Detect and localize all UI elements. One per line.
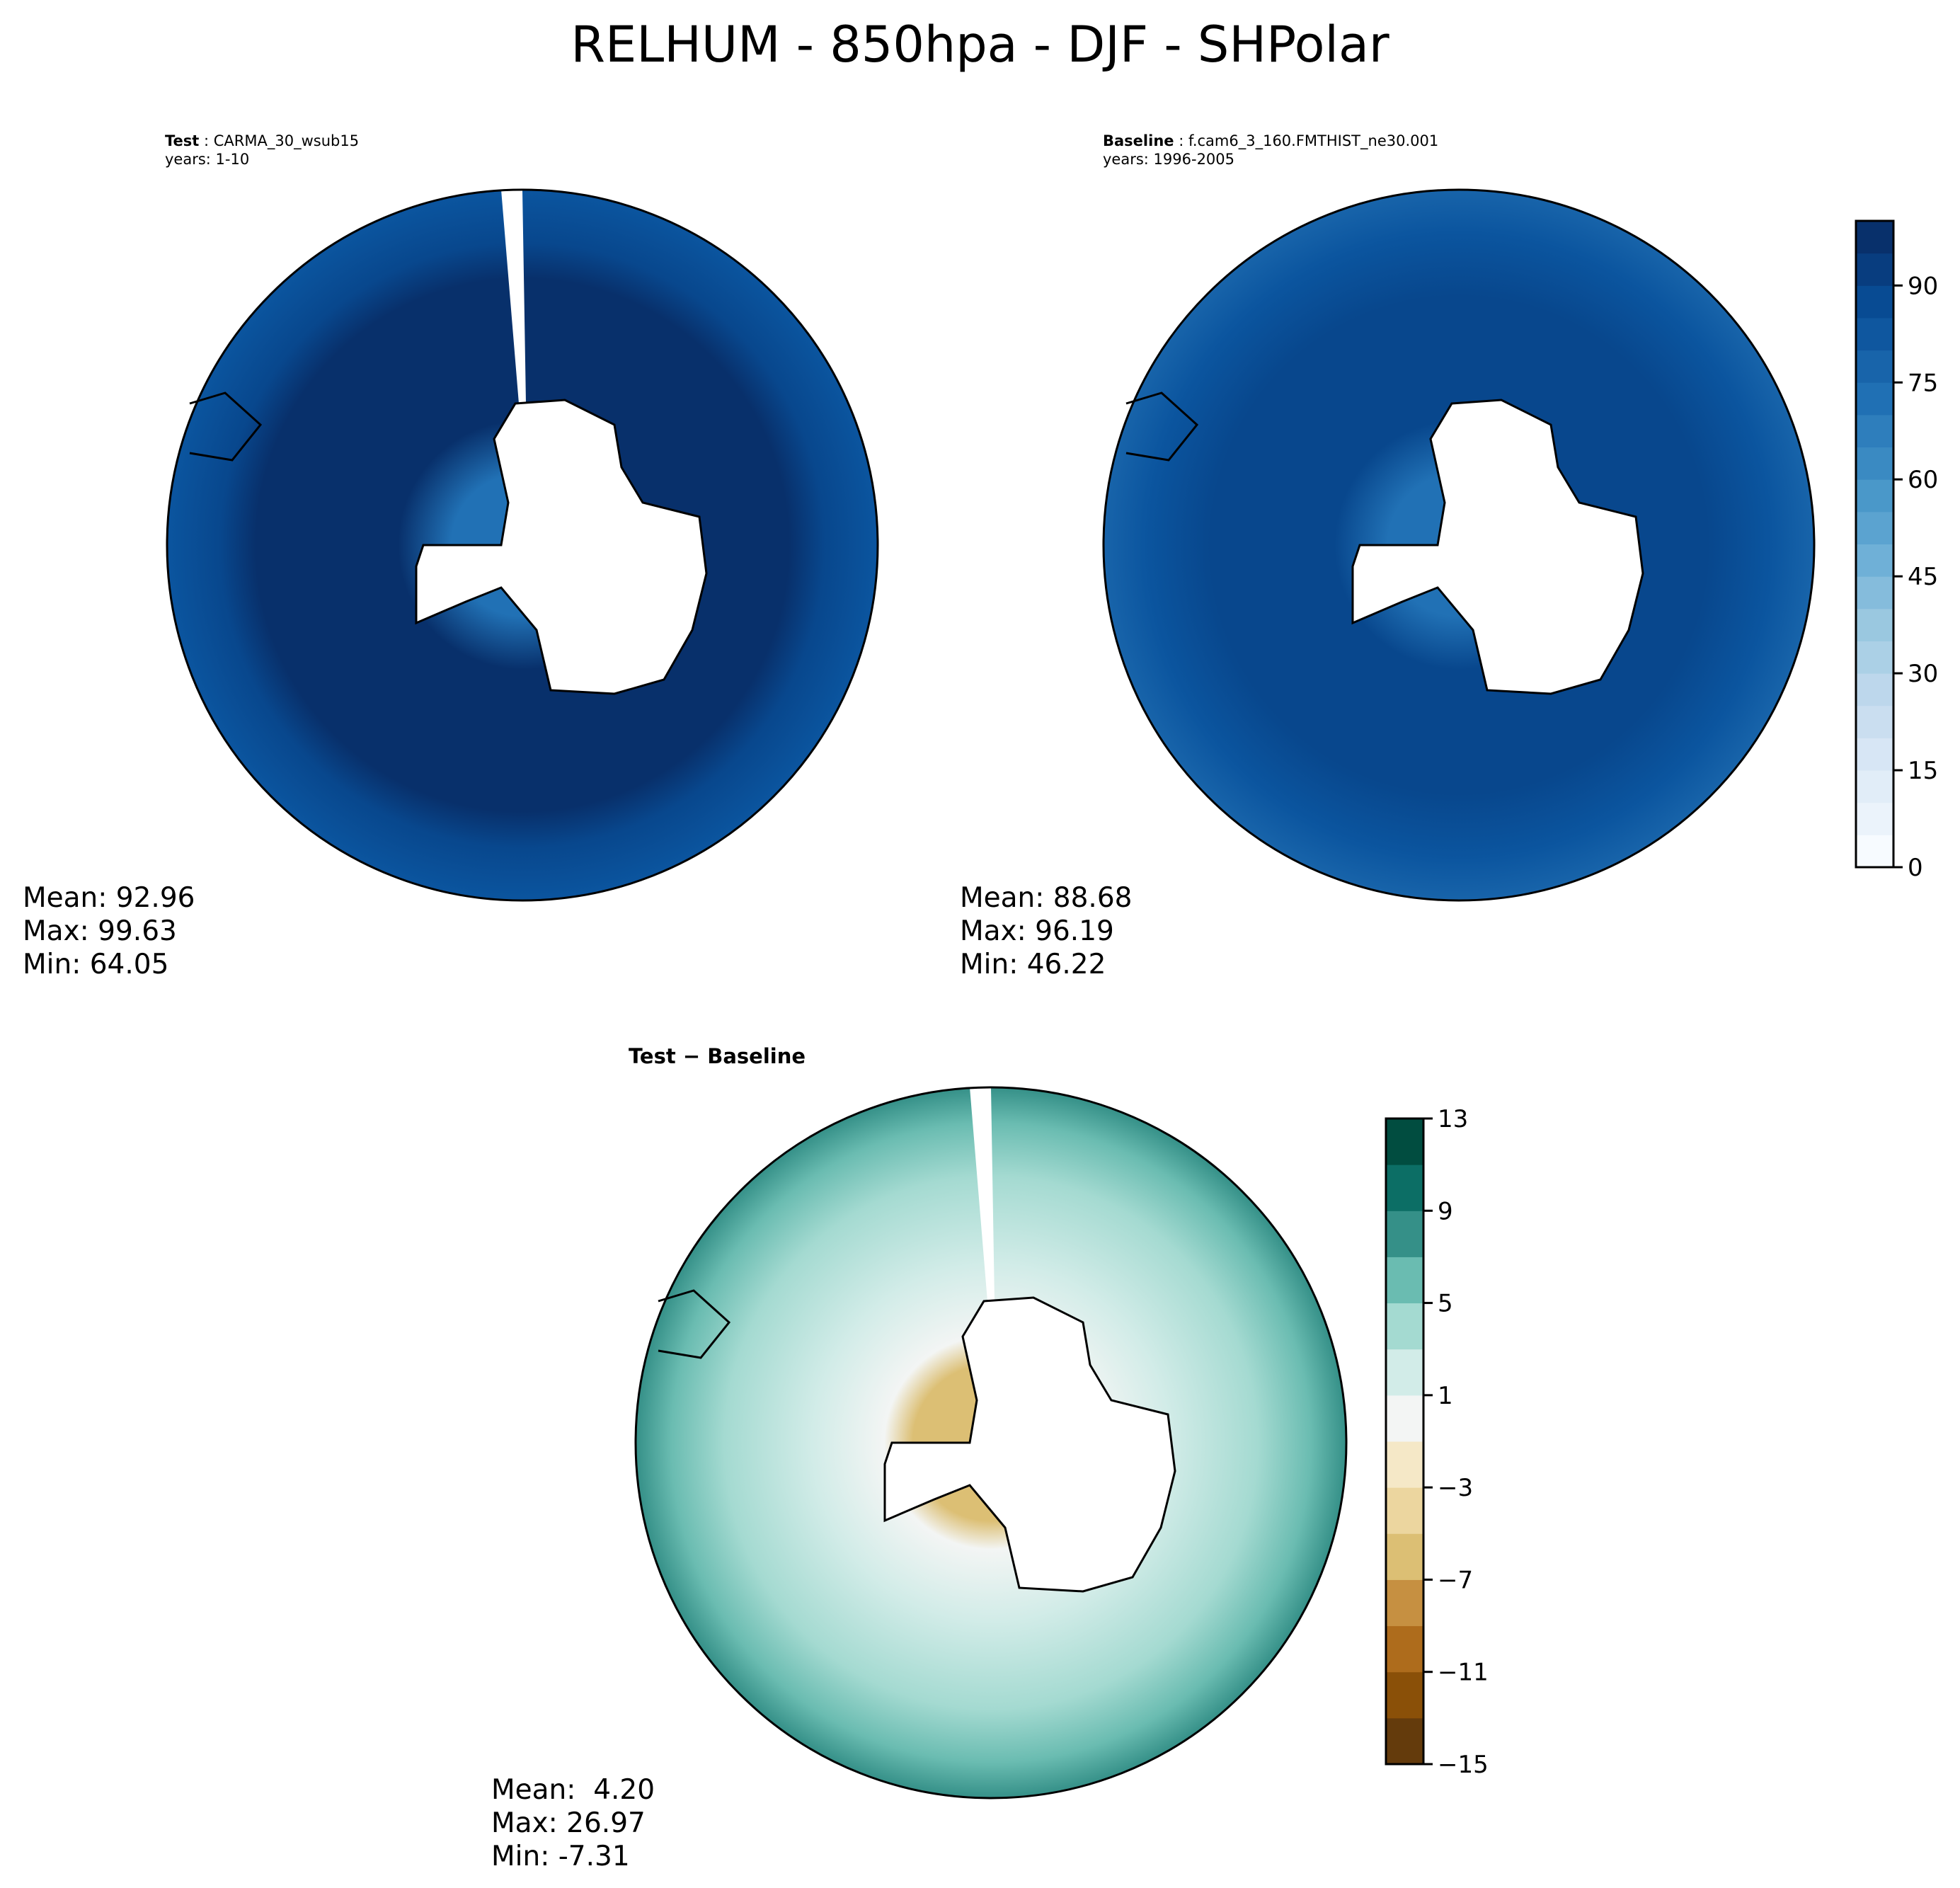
antarctica-coastline: [415, 399, 708, 695]
diff-colorbar-tick-label: 5: [1438, 1290, 1453, 1318]
relhum-colorbar-level: [1856, 221, 1893, 254]
diff-colorbar-level: [1386, 1533, 1423, 1580]
diff-colorbar-tick-label: 1: [1438, 1382, 1453, 1410]
diff-colorbar-level: [1386, 1579, 1423, 1627]
diff-colorbar-level: [1386, 1349, 1423, 1396]
relhum-colorbar-level: [1856, 350, 1893, 383]
relhum-colorbar-level: [1856, 447, 1893, 480]
antarctica-coastline: [1351, 399, 1644, 695]
relhum-colorbar-level: [1856, 673, 1893, 706]
test-min: Min: 64.05: [23, 949, 169, 980]
baseline-map-boundary: [1102, 188, 1816, 902]
test-map-boundary: [166, 188, 879, 902]
relhum-colorbar-level: [1856, 382, 1893, 416]
diff-mean: Mean: 4.20: [491, 1774, 655, 1806]
baseline-case: f.cam6_3_160.FMTHIST_ne30.001: [1188, 132, 1439, 149]
baseline-header: Baseline : f.cam6_3_160.FMTHIST_ne30.001…: [1103, 132, 1439, 168]
test-mean: Mean: 92.96: [23, 882, 195, 914]
diff-max: Max: 26.97: [491, 1807, 646, 1839]
baseline-label: Baseline: [1103, 132, 1174, 149]
relhum-colorbar-tick-label: 90: [1908, 272, 1938, 300]
relhum-colorbar-level: [1856, 835, 1893, 868]
diff-colorbar-tick-label: −11: [1438, 1659, 1489, 1687]
test-years: years: 1-10: [165, 151, 250, 168]
relhum-colorbar-level: [1856, 705, 1893, 738]
relhum-colorbar-tick-label: 45: [1908, 563, 1938, 591]
baseline-mean: Mean: 88.68: [960, 882, 1133, 914]
diff-title: Test − Baseline: [629, 1044, 806, 1068]
relhum-colorbar-level: [1856, 641, 1893, 674]
missing-data-wedge: [970, 1087, 995, 1301]
relhum-colorbar-level: [1856, 511, 1893, 544]
diff-colorbar-level: [1386, 1257, 1423, 1304]
test-stats: Mean: 92.96 Max: 99.63 Min: 64.05: [23, 881, 195, 981]
relhum-colorbar-level: [1856, 253, 1893, 286]
figure-title: RELHUM - 850hpa - DJF - SHPolar: [571, 16, 1389, 74]
relhum-colorbar-level: [1856, 414, 1893, 448]
test-max: Max: 99.63: [23, 915, 177, 947]
relhum-colorbar-level: [1856, 608, 1893, 641]
antarctica-coastline: [883, 1296, 1176, 1593]
diff-map: [634, 1086, 1348, 1800]
diff-colorbar-level: [1386, 1211, 1423, 1257]
relhum-colorbar-level: [1856, 802, 1893, 835]
relhum-colorbar-level: [1856, 576, 1893, 610]
test-label: Test: [165, 132, 200, 149]
diff-colorbar-level: [1386, 1487, 1423, 1534]
diff-stats: Mean: 4.20 Max: 26.97 Min: -7.31: [491, 1773, 655, 1873]
relhum-colorbar-level: [1856, 479, 1893, 513]
diff-colorbar-level: [1386, 1717, 1423, 1765]
relhum-colorbar-tick-label: 15: [1908, 757, 1938, 785]
baseline-max: Max: 96.19: [960, 915, 1114, 947]
relhum-colorbar-frame: [1855, 219, 1895, 869]
diff-colorbar-tick-label: −3: [1438, 1474, 1473, 1502]
baseline-map: [1102, 188, 1816, 902]
diff-colorbar-level: [1386, 1119, 1423, 1165]
diff-map-boundary: [634, 1086, 1348, 1800]
test-case: CARMA_30_wsub15: [213, 132, 360, 149]
diff-colorbar-level: [1386, 1441, 1423, 1488]
relhum-colorbar-level: [1856, 317, 1893, 351]
relhum-colorbar-tick-label: 75: [1908, 369, 1938, 397]
relhum-colorbar-tick-label: 0: [1908, 854, 1923, 882]
diff-colorbar-tick-label: −7: [1438, 1566, 1473, 1594]
diff-colorbar-level: [1386, 1625, 1423, 1673]
baseline-min: Min: 46.22: [960, 949, 1106, 980]
diff-min: Min: -7.31: [491, 1841, 630, 1872]
diff-colorbar-level: [1386, 1165, 1423, 1211]
diff-colorbar-tick-label: 13: [1438, 1105, 1468, 1133]
diff-colorbar-level: [1386, 1303, 1423, 1350]
south-america-coastline: [1125, 391, 1199, 462]
diff-colorbar-level: [1386, 1395, 1423, 1442]
south-america-coastline: [189, 391, 263, 462]
baseline-stats: Mean: 88.68 Max: 96.19 Min: 46.22: [960, 881, 1132, 981]
missing-data-wedge: [501, 190, 526, 404]
relhum-colorbar-level: [1856, 285, 1893, 319]
relhum-colorbar-tick-label: 30: [1908, 660, 1938, 688]
relhum-colorbar-level: [1856, 738, 1893, 771]
relhum-colorbar-level: [1856, 770, 1893, 803]
diff-colorbar-frame: [1385, 1117, 1425, 1766]
south-america-coastline: [658, 1289, 731, 1359]
relhum-colorbar-level: [1856, 544, 1893, 577]
baseline-years: years: 1996-2005: [1103, 151, 1235, 168]
relhum-colorbar-tick-label: 60: [1908, 466, 1938, 494]
test-map: [166, 188, 879, 902]
diff-colorbar-tick-label: 9: [1438, 1197, 1453, 1225]
diff-colorbar-level: [1386, 1671, 1423, 1719]
test-header: Test : CARMA_30_wsub15 years: 1-10: [165, 132, 360, 168]
diff-colorbar-tick-label: −15: [1438, 1751, 1489, 1779]
